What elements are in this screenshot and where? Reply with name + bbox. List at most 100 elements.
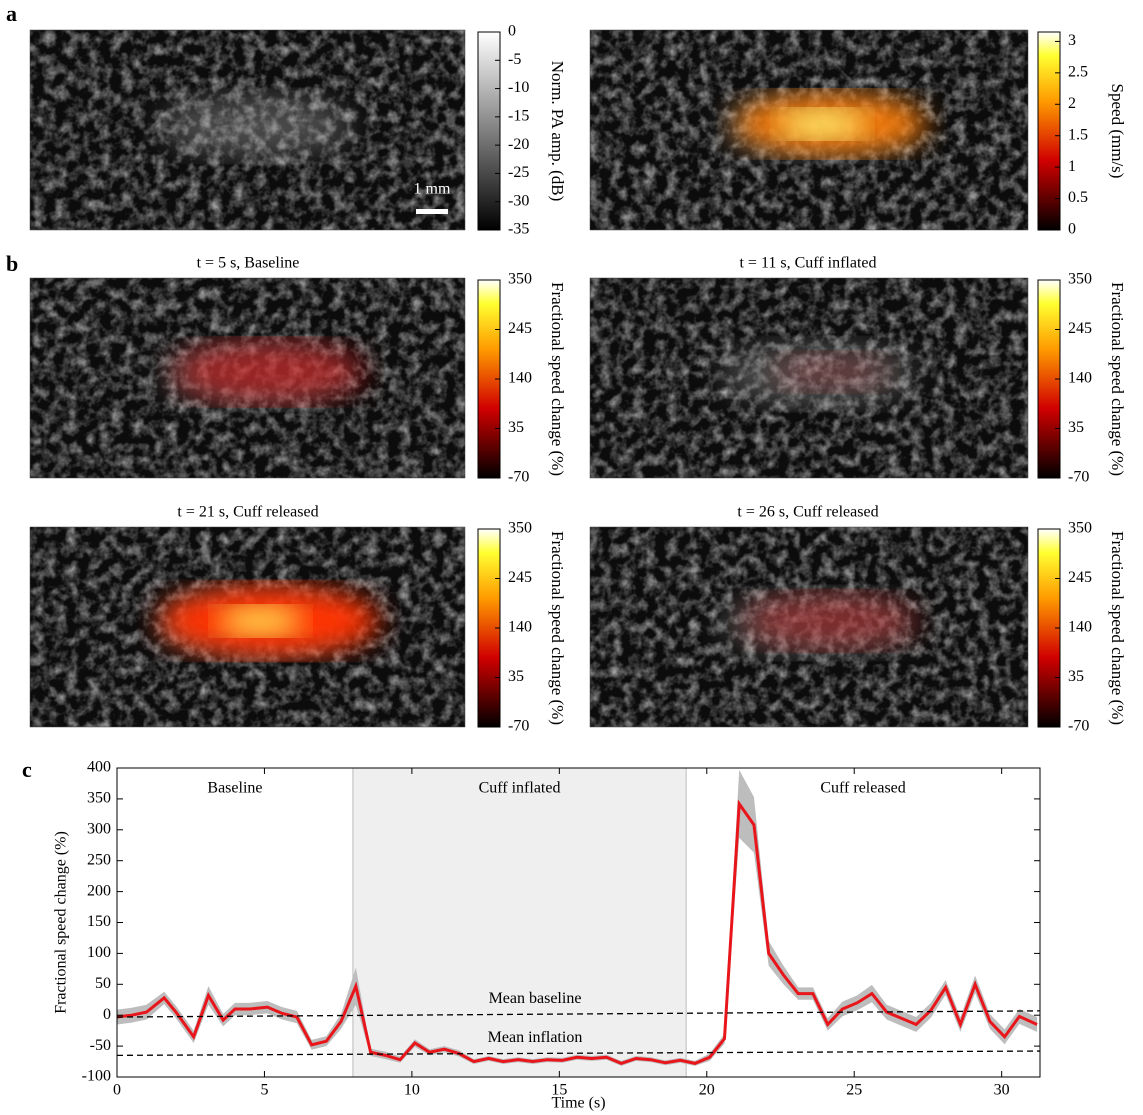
colorbar-tick-label: 350 (508, 520, 532, 537)
x-axis-label: Time (s) (551, 1095, 605, 1112)
colorbar-tick-label: 140 (508, 619, 532, 636)
colorbar-tick-label: 2 (1068, 95, 1076, 112)
image-frame (589, 29, 1029, 231)
y-tick-label: 0 (103, 1006, 111, 1023)
error-band (117, 769, 1038, 1066)
scale-bar (416, 209, 448, 214)
scale-bar-label: 1 mm (414, 181, 451, 198)
mean-line (117, 1010, 1040, 1018)
image-frame (29, 29, 466, 231)
colorbar-tick-label: 35 (508, 419, 524, 436)
colorbar-tick-label: 140 (1068, 619, 1092, 636)
image (29, 277, 466, 479)
colorbar-label: Fractional speed change (%) (548, 531, 567, 725)
colorbar-tick-label: 0 (1068, 221, 1076, 238)
y-tick-label: 250 (87, 851, 111, 868)
mean-label: Mean inflation (488, 1029, 583, 1046)
colorbar-tick-label: 245 (1068, 569, 1092, 586)
flow-core (778, 110, 866, 138)
y-tick-label: 200 (87, 882, 111, 899)
colorbar-label: Fractional speed change (%) (1108, 282, 1127, 476)
x-tick-label: 5 (260, 1082, 268, 1099)
colorbar-tick-label: 35 (1068, 668, 1084, 685)
x-tick-label: 10 (404, 1082, 420, 1099)
image (29, 29, 466, 231)
y-tick-label: 400 (87, 759, 111, 776)
colorbar-tick-label: 2.5 (1068, 64, 1088, 81)
x-tick-label: 30 (994, 1082, 1010, 1099)
colorbar-tick-label: -10 (508, 79, 529, 96)
y-tick-label: 150 (87, 913, 111, 930)
colorbar-label: Norm. PA amp. (dB) (548, 61, 567, 202)
colorbar-tick-label: 3 (1068, 32, 1076, 49)
region-label: Cuff released (820, 780, 905, 797)
data-line (117, 799, 1038, 1066)
mean-line (117, 1050, 1040, 1057)
image (589, 277, 1029, 479)
colorbar-tick-label: 245 (508, 569, 532, 586)
colorbar-tick-label: 1.5 (1068, 126, 1088, 143)
mean-label: Mean baseline (489, 990, 582, 1007)
image (589, 29, 1029, 231)
colorbar-tick-label: -70 (508, 469, 529, 486)
region-label: Cuff inflated (479, 780, 561, 797)
colorbar-tick-label: 245 (1068, 320, 1092, 337)
colorbar-tick-label: -70 (508, 718, 529, 735)
flow-glow (173, 342, 365, 402)
colorbar-tick-label: 35 (1068, 419, 1084, 436)
colorbar-tick-label: 245 (508, 320, 532, 337)
colorbar-tick-label: -20 (508, 136, 529, 153)
flow-glow (744, 594, 918, 648)
colorbar-tick-label: -5 (508, 51, 521, 68)
colorbar-tick-label: 140 (508, 370, 532, 387)
region-label: Baseline (207, 780, 262, 797)
flow-core (217, 607, 305, 635)
colorbar (477, 31, 501, 231)
image-frame (589, 526, 1029, 728)
y-tick-label: 50 (95, 975, 111, 992)
panel-label: a (6, 1, 17, 26)
y-tick-label: -100 (82, 1068, 111, 1085)
image-title: t = 11 s, Cuff inflated (739, 255, 876, 272)
colorbar-tick-label: -25 (508, 164, 529, 181)
panel-label: b (6, 251, 18, 276)
colorbar-tick-label: -30 (508, 192, 529, 209)
y-axis-label: Fractional speed change (%) (53, 831, 70, 1014)
colorbar-tick-label: 350 (1068, 271, 1092, 288)
colorbar-label: Fractional speed change (%) (1108, 531, 1127, 725)
y-tick-label: 300 (87, 820, 111, 837)
plot-area (117, 769, 1040, 1066)
y-tick-label: -50 (90, 1037, 111, 1054)
vessel (160, 94, 352, 158)
y-tick-label: 350 (87, 790, 111, 807)
colorbar-tick-label: 1 (1068, 158, 1076, 175)
shaded-region (352, 767, 687, 1078)
image-title: t = 5 s, Baseline (197, 255, 300, 272)
x-tick-label: 25 (846, 1082, 862, 1099)
colorbar-tick-label: -70 (1068, 469, 1089, 486)
colorbar-label: Fractional speed change (%) (548, 282, 567, 476)
image (29, 526, 466, 728)
image-frame (29, 277, 466, 479)
panel-label: c (22, 757, 32, 782)
image-title: t = 21 s, Cuff released (177, 504, 318, 521)
colorbar-tick-label: 140 (1068, 370, 1092, 387)
colorbar-tick-label: 35 (508, 668, 524, 685)
x-tick-label: 15 (551, 1082, 567, 1099)
image-title: t = 26 s, Cuff released (737, 504, 878, 521)
colorbar-tick-label: 350 (508, 271, 532, 288)
colorbar-tick-label: -70 (1068, 718, 1089, 735)
colorbar-tick-label: -35 (508, 221, 529, 238)
image-frame (589, 277, 1029, 479)
image-frame (29, 526, 466, 728)
colorbar-label: Speed (mm/s) (1108, 84, 1127, 179)
colorbar-tick-label: -15 (508, 108, 529, 125)
y-tick-label: 100 (87, 944, 111, 961)
colorbar-tick-label: 350 (1068, 520, 1092, 537)
colorbar-tick-label: 0.5 (1068, 189, 1088, 206)
image (589, 526, 1029, 728)
x-tick-label: 0 (113, 1082, 121, 1099)
x-tick-label: 20 (699, 1082, 715, 1099)
colorbar (1037, 31, 1061, 231)
